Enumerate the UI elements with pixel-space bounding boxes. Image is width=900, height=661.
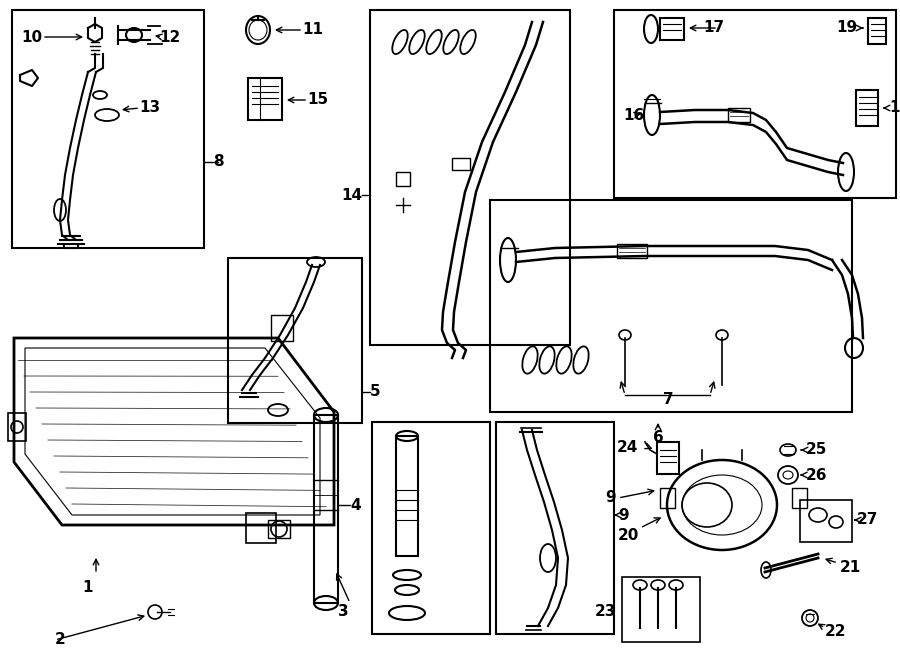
Bar xyxy=(617,244,647,258)
Text: 20: 20 xyxy=(617,527,639,543)
Text: 24: 24 xyxy=(616,440,638,455)
Text: 8: 8 xyxy=(212,155,223,169)
Text: 15: 15 xyxy=(308,93,328,108)
Text: 10: 10 xyxy=(22,30,42,44)
Text: 23: 23 xyxy=(595,605,616,619)
Bar xyxy=(8,413,26,441)
Bar xyxy=(660,18,684,40)
Bar xyxy=(228,258,362,423)
Bar xyxy=(452,158,470,170)
Bar xyxy=(314,415,338,603)
Text: 5: 5 xyxy=(370,385,381,399)
Bar xyxy=(868,18,886,44)
Bar xyxy=(246,513,276,543)
Text: 14: 14 xyxy=(341,188,362,202)
Bar xyxy=(370,10,570,345)
Text: 9: 9 xyxy=(606,490,616,506)
Text: 16: 16 xyxy=(623,108,644,122)
Text: 11: 11 xyxy=(302,22,323,38)
Text: 13: 13 xyxy=(140,100,160,116)
Bar xyxy=(12,10,204,248)
Text: 3: 3 xyxy=(338,605,348,619)
Text: 12: 12 xyxy=(159,30,181,44)
Text: 6: 6 xyxy=(652,430,663,446)
Text: 21: 21 xyxy=(840,561,861,576)
Text: 18: 18 xyxy=(889,100,900,116)
Bar xyxy=(268,520,290,538)
Bar xyxy=(396,172,410,186)
Bar xyxy=(657,442,679,474)
Text: 9: 9 xyxy=(618,508,628,522)
Text: 25: 25 xyxy=(806,442,827,457)
Bar xyxy=(372,422,490,634)
Text: 2: 2 xyxy=(55,633,66,648)
Text: 22: 22 xyxy=(825,625,847,639)
Bar xyxy=(800,500,852,542)
Text: 7: 7 xyxy=(662,393,673,407)
Bar xyxy=(490,200,852,412)
Bar xyxy=(496,422,614,634)
Bar xyxy=(728,108,750,122)
Bar xyxy=(622,577,700,642)
Text: 1: 1 xyxy=(83,580,94,596)
Bar xyxy=(856,90,878,126)
Text: 26: 26 xyxy=(806,467,827,483)
Bar xyxy=(792,488,807,508)
Text: 17: 17 xyxy=(703,20,724,36)
Text: 4: 4 xyxy=(350,498,361,512)
Text: 27: 27 xyxy=(857,512,878,527)
Bar xyxy=(271,315,293,341)
Bar xyxy=(248,78,282,120)
Bar xyxy=(660,488,675,508)
Bar xyxy=(614,10,896,198)
Bar xyxy=(396,436,418,556)
Text: 19: 19 xyxy=(836,20,857,36)
